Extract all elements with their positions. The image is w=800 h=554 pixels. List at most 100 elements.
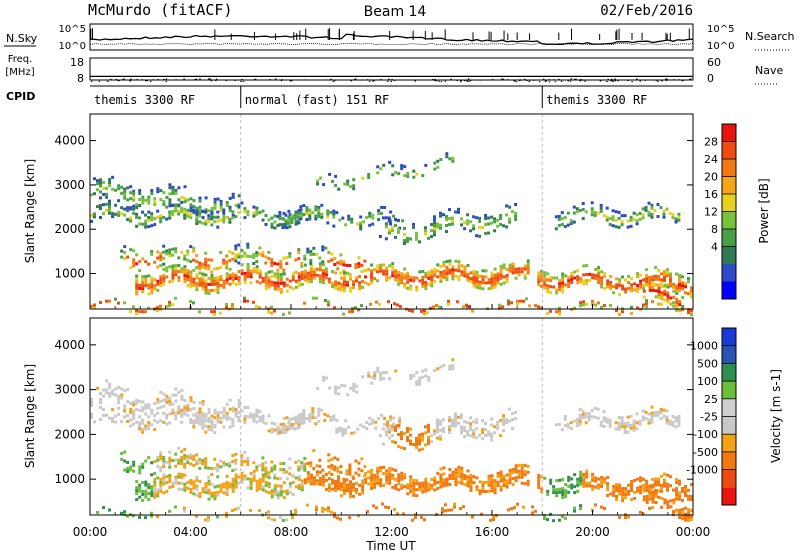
power-cell [666,271,669,275]
velocity-cell [105,388,109,392]
velocity-cell [234,458,238,462]
velocity-cell [665,421,669,425]
nave-dot [688,78,691,80]
power-cell [156,279,160,283]
velocity-cell [675,496,678,500]
power-cell [186,284,190,288]
nave-dot [210,80,213,82]
velocity-cell [454,412,457,416]
velocity-cell [624,490,628,494]
velocity-cell [186,409,190,413]
velocity-cell [424,374,428,378]
velocity-cell [520,466,524,470]
power-cell [526,259,530,263]
velocity-cell [126,420,130,423]
power-cell [687,309,690,313]
velocity-cell [653,411,657,415]
velocity-cell [672,510,675,514]
velocity-cell [439,476,443,480]
power-cell [433,227,436,231]
velocity-cell [216,475,220,479]
velocity-cell [620,419,624,423]
power-cell [120,185,124,189]
velocity-cell [493,431,497,435]
velocity-cell [383,422,387,426]
velocity-cell [225,492,229,496]
velocity-cell [650,420,654,424]
velocity-cell [306,477,310,481]
power-cell [502,275,506,279]
velocity-cell [120,396,124,400]
power-cell [159,255,163,259]
velocity-cell [675,497,679,501]
velocity-cell [335,419,339,423]
nave-dot [438,80,440,82]
power-cell [138,198,142,201]
power-cell [605,215,609,219]
power-cell [207,209,211,213]
power-cell [120,206,124,210]
power-cell [454,268,458,272]
velocity-cell [421,375,425,379]
velocity-cell [493,425,497,429]
power-cell [207,291,211,295]
power-cell [368,223,372,227]
velocity-cell [168,509,171,513]
velocity-cell [457,480,461,484]
velocity-cell [99,398,102,401]
nave-dot [548,81,551,83]
power-cell [684,291,687,295]
velocity-cell [120,393,124,397]
velocity-cell [651,477,655,481]
power-cell [385,275,389,279]
power-cell [599,209,603,213]
velocity-cell [507,508,510,512]
nave-dot [514,80,516,82]
power-cell [234,277,238,280]
power-cell [636,306,639,310]
power-cell [508,217,512,221]
power-cell [656,215,660,218]
power-cell [546,287,550,291]
velocity-cell [648,491,652,495]
velocity-cell [594,476,598,480]
velocity-cell [379,371,383,375]
velocity-cell [573,509,576,513]
velocity-cell [315,482,319,486]
power-cell [433,221,436,225]
power-cell [384,216,388,220]
velocity-cell [222,482,226,486]
velocity-cell [267,474,271,478]
velocity-cell [120,387,124,391]
power-cell [270,305,273,309]
velocity-cell [612,490,616,494]
velocity-cell [389,415,393,419]
colorbar-swatch [722,328,736,346]
velocity-cell [563,417,567,421]
velocity-cell [246,477,250,481]
power-cell [590,207,594,211]
velocity-cell [147,492,151,495]
power-cell [433,230,436,234]
velocity-cell [606,482,610,485]
velocity-cell [384,505,387,509]
power-cell [318,274,322,278]
velocity-cell [240,463,244,467]
power-cell [660,272,663,276]
velocity-cell [603,477,607,481]
velocity-cell [174,393,178,397]
power-cell [207,276,211,280]
power-cell [505,268,509,271]
power-cell [415,288,419,292]
velocity-cell [204,488,208,492]
velocity-cell [186,486,190,490]
velocity-cell [156,515,159,519]
cpid-label: CPID [6,90,35,103]
velocity-cell [602,416,606,420]
power-cell [528,304,531,308]
velocity-cell [684,488,687,491]
velocity-cell [261,462,265,466]
power-cell [585,279,589,282]
velocity-cell [177,461,181,465]
power-cell [387,231,391,235]
